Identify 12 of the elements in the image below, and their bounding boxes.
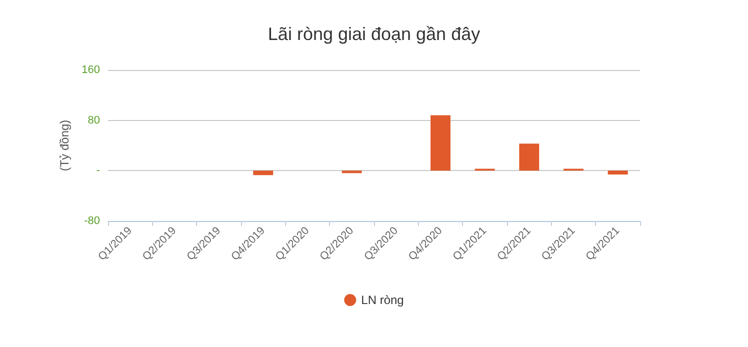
legend-label: LN ròng (361, 293, 404, 307)
y-tick-label: -80 (84, 215, 100, 227)
chart-title: Lãi ròng giai đoạn gần đây (268, 24, 480, 44)
y-axis-title: (Tỷ đồng) (58, 120, 72, 172)
y-tick-label: 160 (82, 64, 100, 76)
y-tick-label: 80 (88, 114, 100, 126)
bar (253, 170, 274, 176)
bar (430, 115, 450, 171)
bar (519, 144, 540, 171)
bar (342, 170, 362, 174)
bar (608, 170, 628, 174)
y-tick-label: - (96, 164, 100, 177)
